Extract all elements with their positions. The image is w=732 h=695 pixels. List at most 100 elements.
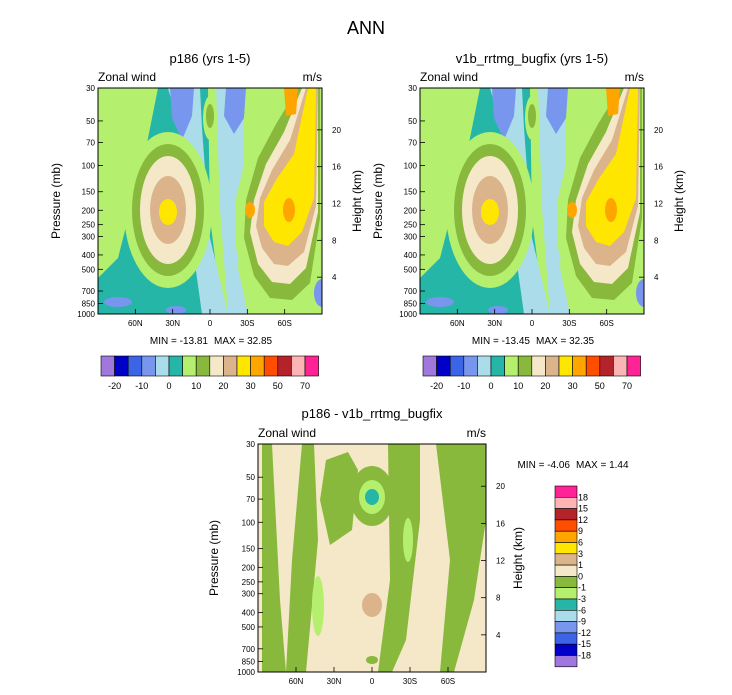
colorbar-label: -10: [457, 381, 470, 391]
colorbar-swatch: [554, 609, 578, 622]
units-label: m/s: [467, 426, 486, 440]
colorbar-swatch: [182, 355, 197, 377]
y-right-tick-label: 20: [332, 126, 341, 135]
y-tick-label: 300: [404, 232, 418, 241]
colorbar-swatch: [236, 355, 251, 377]
y-tick-label: 700: [242, 645, 256, 654]
y-tick-label: 850: [404, 300, 418, 309]
colorbar-label: 12: [578, 515, 588, 525]
x-tick-label: 30S: [562, 319, 576, 328]
colorbar-label: -1: [578, 583, 586, 593]
y-tick-label: 1000: [237, 668, 255, 677]
colorbar-swatch: [250, 355, 265, 377]
panel-p186: p186 (yrs 1-5) Zonal wind m/s 3050701001…: [49, 51, 364, 391]
colorbar-label: -15: [578, 639, 591, 649]
colorbar-label: 70: [622, 381, 632, 391]
colorbar-label: 20: [218, 381, 228, 391]
colorbar-swatch: [304, 355, 319, 377]
y-right-tick-label: 16: [654, 163, 663, 172]
variable-label: Zonal wind: [98, 70, 156, 84]
x-tick-label: 60S: [600, 319, 614, 328]
colorbar-label: -12: [578, 628, 591, 638]
colorbar-label: -3: [578, 594, 586, 604]
y-right-tick-label: 20: [654, 126, 663, 135]
colorbar-label: 50: [595, 381, 605, 391]
panel-title: v1b_rrtmg_bugfix (yrs 1-5): [456, 51, 608, 66]
y-right-axis-label: Height (km): [672, 170, 686, 232]
colorbar-label: 50: [273, 381, 283, 391]
colorbar-swatch: [554, 643, 578, 656]
height-axis: 4 8 12 16 20: [317, 126, 341, 282]
colorbar-swatch: [554, 496, 578, 509]
height-axis: 4 8 12 16 20: [481, 482, 505, 640]
colorbar-label: -9: [578, 617, 586, 627]
y-right-tick-label: 12: [332, 200, 341, 209]
y-tick-label: 250: [82, 221, 96, 230]
y-tick-label: 300: [82, 232, 96, 241]
colorbar-swatch: [554, 553, 578, 566]
x-tick-label: 30S: [240, 319, 254, 328]
latitude-axis: 60N 30N 0 30S 60S: [289, 667, 455, 686]
colorbar-swatch: [626, 355, 641, 377]
colorbar-label: 30: [568, 381, 578, 391]
y-right-tick-label: 20: [496, 482, 505, 491]
colorbar-label: 30: [246, 381, 256, 391]
colorbar-label: -20: [108, 381, 121, 391]
y-tick-label: 50: [408, 117, 417, 126]
colorbar-swatch: [463, 355, 478, 377]
y-right-axis-label: Height (km): [511, 527, 525, 589]
colorbar-swatch: [554, 542, 578, 555]
min-text: MIN = -13.81: [150, 336, 209, 347]
contour-field: [258, 444, 486, 672]
y-tick-label: 150: [82, 188, 96, 197]
latitude-axis: 60N 30N 0 30S 60S: [128, 309, 292, 328]
colorbar: [100, 355, 319, 377]
colorbar-label: 10: [191, 381, 201, 391]
colorbar-swatch: [554, 530, 578, 543]
colorbar-swatch: [168, 355, 183, 377]
x-tick-label: 0: [370, 677, 375, 686]
colorbar-swatch: [127, 355, 143, 377]
y-tick-label: 200: [82, 206, 96, 215]
y-axis-label: Pressure (mb): [207, 520, 221, 596]
y-tick-label: 250: [404, 221, 418, 230]
colorbar-label: 20: [540, 381, 550, 391]
y-right-tick-label: 16: [496, 519, 505, 528]
colorbar-swatch: [517, 355, 533, 377]
colorbar-label: 0: [578, 571, 583, 581]
colorbar-label: 18: [578, 492, 588, 502]
colorbar-label: -20: [430, 381, 443, 391]
colorbar-swatch: [263, 355, 279, 377]
colorbar-swatch: [422, 355, 437, 377]
colorbar-swatch: [554, 576, 578, 589]
y-tick-label: 100: [82, 162, 96, 171]
y-right-tick-label: 8: [496, 594, 501, 603]
y-tick-label: 250: [242, 578, 256, 587]
max-text: MAX = 32.35: [536, 336, 595, 347]
colorbar-label: 70: [300, 381, 310, 391]
colorbar-swatch: [114, 355, 129, 377]
y-tick-label: 850: [242, 657, 256, 666]
min-text: MIN = -4.06: [517, 460, 570, 471]
x-tick-label: 30N: [327, 677, 342, 686]
y-axis-label: Pressure (mb): [371, 163, 385, 239]
panel-difference: p186 - v1b_rrtmg_bugfix Zonal wind m/s 3…: [207, 406, 629, 686]
colorbar-swatch: [477, 355, 492, 377]
colorbar-label: 6: [578, 538, 583, 548]
y-tick-label: 30: [246, 440, 255, 449]
figure-title: ANN: [347, 18, 385, 38]
units-label: m/s: [303, 70, 322, 84]
x-tick-label: 30S: [403, 677, 417, 686]
y-tick-label: 500: [82, 265, 96, 274]
colorbar-swatch: [613, 355, 628, 377]
colorbar-swatch: [449, 355, 465, 377]
colorbar-swatch: [291, 355, 306, 377]
y-tick-label: 70: [246, 495, 255, 504]
y-tick-label: 400: [82, 251, 96, 260]
colorbar-swatch: [585, 355, 601, 377]
y-right-tick-label: 16: [332, 163, 341, 172]
